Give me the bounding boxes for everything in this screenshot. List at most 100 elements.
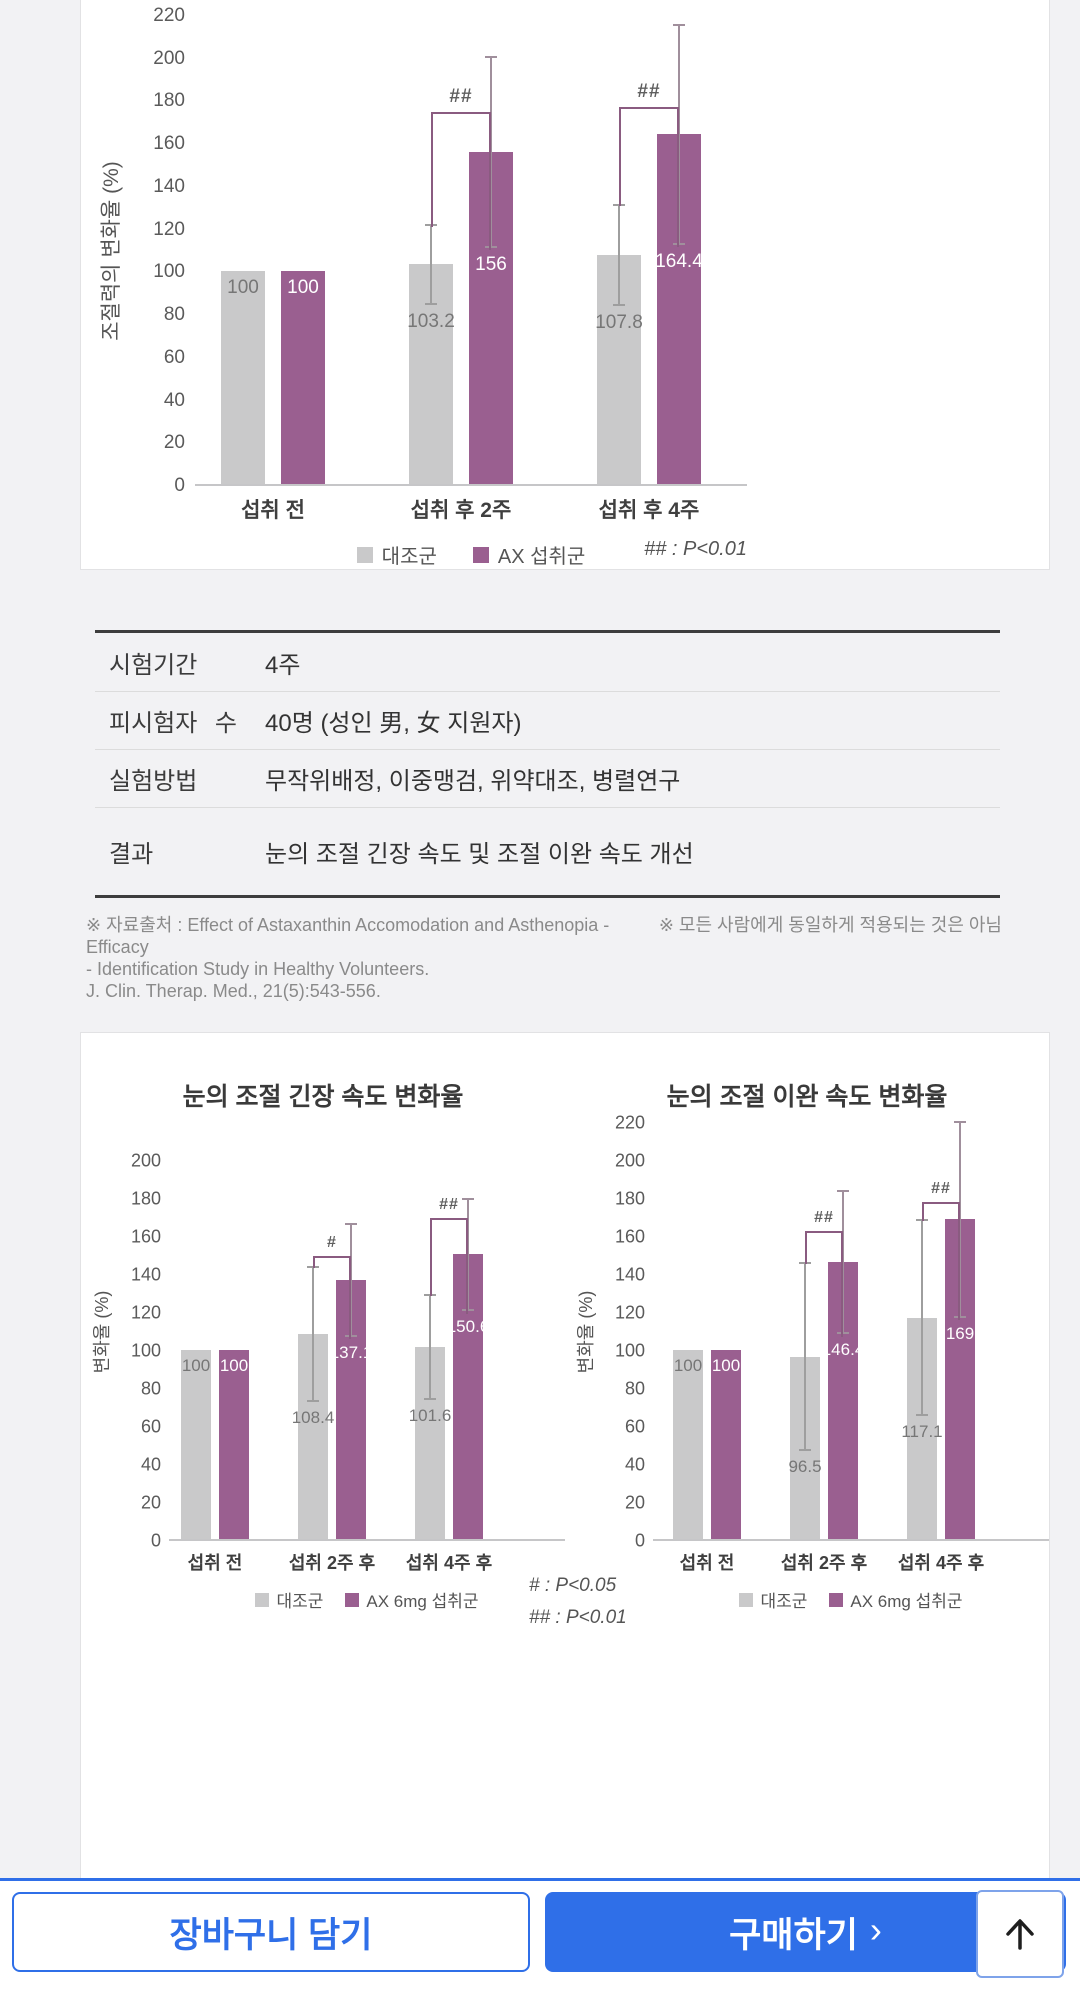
bar-group: 101.6 150.6 ##: [409, 1161, 489, 1539]
y-axis: 220 200 180 160 140 120 100 80 60 40 20 0: [139, 5, 195, 496]
bar-slot: 100: [281, 16, 325, 484]
y-tick-label: 100: [130, 1340, 161, 1361]
y-tick-label: 100: [153, 261, 185, 283]
table-row: 실험방법 무작위배정, 이중맹검, 위약대조, 병렬연구: [95, 749, 1000, 807]
relaxation-speed-chart: 눈의 조절 이완 속도 변화율 변화율 (%) 220 200 180 160 140 1…: [565, 1077, 1049, 1612]
bar-slot: 100: [219, 1161, 249, 1539]
significance-bracket: ##: [430, 1196, 468, 1314]
bar-slot: 107.8: [595, 16, 643, 484]
y-tick-label: 80: [163, 304, 185, 326]
y-tick-label: 140: [130, 1264, 161, 1285]
error-bar: [673, 23, 685, 246]
bar-slot: 156: [469, 16, 513, 484]
chart-legend: 대조군 AX 6mg 섭취군: [169, 1587, 565, 1612]
row-label: 피시험자 수: [109, 710, 237, 737]
scroll-to-top-button[interactable]: [976, 1890, 1064, 1978]
legend-item: 대조군: [356, 540, 437, 569]
legend-label: AX 섭취군: [497, 546, 586, 568]
bar-slot: 100: [711, 1123, 741, 1539]
bar-slot: 100: [673, 1123, 703, 1539]
row-value: 무작위배정, 이중맹검, 위약대조, 병렬연구: [265, 768, 681, 795]
error-bar: [345, 1223, 357, 1337]
bar-group: 117.1 169 ##: [901, 1121, 975, 1539]
x-category-label: 섭취 4주 후: [405, 1553, 493, 1573]
y-axis-title: 조절력의 변화율 (%): [81, 16, 139, 486]
plot-area: 100 100 108.4 137.1 #101.6 150.6 ##: [169, 1161, 565, 1541]
value-label: 100: [219, 1356, 249, 1375]
source-note: ※ 자료출처 : Effect of Astaxanthin Accomodat…: [86, 914, 659, 1002]
chart-title: 눈의 조절 이완 속도 변화율: [666, 1083, 948, 1111]
y-tick-label: 120: [614, 1302, 645, 1323]
legend-label: 대조군: [276, 1592, 324, 1611]
legend-swatch: [472, 546, 489, 563]
value-label: 100: [711, 1355, 741, 1375]
bar-group: 100 100: [221, 16, 325, 484]
bar-slot: 137.1: [330, 1161, 372, 1539]
y-tick-label: 20: [140, 1492, 161, 1513]
significance-bracket: #: [313, 1234, 351, 1339]
y-tick-label: 180: [614, 1188, 645, 1209]
bar-slot: 164.4: [655, 16, 703, 484]
tension-speed-chart: 눈의 조절 긴장 속도 변화율 변화율 (%) 200 180 160 140 120 1…: [81, 1077, 565, 1612]
x-category-label: 섭취 후 2주: [410, 499, 512, 522]
y-tick-label: 20: [163, 432, 185, 454]
y-tick-label: 180: [153, 90, 185, 112]
y-tick-label: 60: [140, 1416, 161, 1437]
source-line: J. Clin. Therap. Med., 21(5):543-556.: [86, 981, 381, 1001]
row-value: 눈의 조절 긴장 속도 및 조절 이완 속도 개선: [265, 841, 694, 868]
error-bar: [485, 56, 497, 249]
significance-bracket: ##: [431, 86, 491, 251]
significance-note-p05: # : P<0.05: [529, 1575, 617, 1596]
source-line: ※ 자료출처 : Effect of Astaxanthin Accomodat…: [86, 915, 610, 957]
y-axis-title-text: 조절력의 변화율 (%): [100, 161, 123, 341]
significance-label: ##: [439, 1195, 459, 1213]
significance-label: ##: [931, 1180, 951, 1198]
y-tick-label: 200: [153, 47, 185, 69]
y-tick-label: 160: [614, 1226, 645, 1247]
y-tick-label: 100: [614, 1340, 645, 1361]
table-row: 결과 눈의 조절 긴장 속도 및 조절 이완 속도 개선: [95, 807, 1000, 895]
bar-group: 107.8 164.4 ##: [595, 16, 703, 484]
value-label: 117.1: [901, 1421, 943, 1441]
y-tick-label: 40: [624, 1454, 645, 1475]
x-category-label: 섭취 2주 후: [780, 1553, 868, 1573]
bar: [673, 1349, 703, 1539]
bar-slot: 108.4: [292, 1161, 334, 1539]
y-tick-label: 0: [150, 1530, 161, 1551]
value-label: 96.5: [788, 1457, 822, 1477]
value-label: 169: [945, 1323, 975, 1343]
up-arrow-icon: [1006, 1919, 1034, 1950]
legend-item: AX 6mg 섭취군: [345, 1587, 479, 1612]
buy-label: 구매하기: [729, 1915, 858, 1955]
bar: [181, 1350, 211, 1539]
y-tick-label: 180: [130, 1188, 161, 1209]
x-category-label: 섭취 4주 후: [897, 1553, 985, 1573]
y-axis-title: 변화율 (%): [565, 1123, 605, 1541]
y-tick-label: 220: [614, 1112, 645, 1133]
legend-label: AX 6mg 섭취군: [850, 1592, 963, 1611]
significance-label: ##: [637, 81, 661, 103]
accommodation-change-chart: 조절력의 변화율 (%) 220 200 180 160 140 120 100 80 60 40…: [81, 5, 747, 569]
footnotes: ※ 자료출처 : Effect of Astaxanthin Accomodat…: [86, 914, 1002, 1002]
y-axis: 200 180 160 140 120 100 80 60 40 20 0: [121, 1151, 169, 1551]
row-label: 결과: [109, 841, 154, 868]
bar-group: 108.4 137.1 #: [292, 1161, 372, 1539]
row-value: 4주: [265, 651, 301, 679]
add-to-cart-button[interactable]: 장바구니 담기: [12, 1892, 530, 1972]
bar-slot: 96.5: [788, 1123, 822, 1539]
y-tick-label: 140: [614, 1264, 645, 1285]
value-label: 100: [227, 277, 259, 299]
bar-slot: 146.4: [822, 1123, 864, 1539]
legend-item: AX 섭취군: [472, 540, 586, 569]
disclaimer-note: ※ 모든 사람에게 동일하게 적용되는 것은 아님: [658, 915, 1002, 935]
value-label: 146.4: [821, 1340, 865, 1360]
legend-swatch: [829, 1592, 844, 1607]
y-tick-label: 60: [163, 346, 185, 368]
y-tick-label: 60: [624, 1416, 645, 1437]
x-axis-labels: 섭취 전 섭취 후 2주 섭취 후 4주: [195, 494, 747, 524]
y-tick-label: 80: [140, 1378, 161, 1399]
y-axis-title-text: 변화율 (%): [576, 1290, 596, 1374]
plot-area: 100 100 96.5 146.4 ## 117.1 169 ##: [653, 1121, 1049, 1541]
legend-label: 대조군: [381, 546, 437, 568]
table-row: 시험기간 4주: [95, 633, 1000, 691]
